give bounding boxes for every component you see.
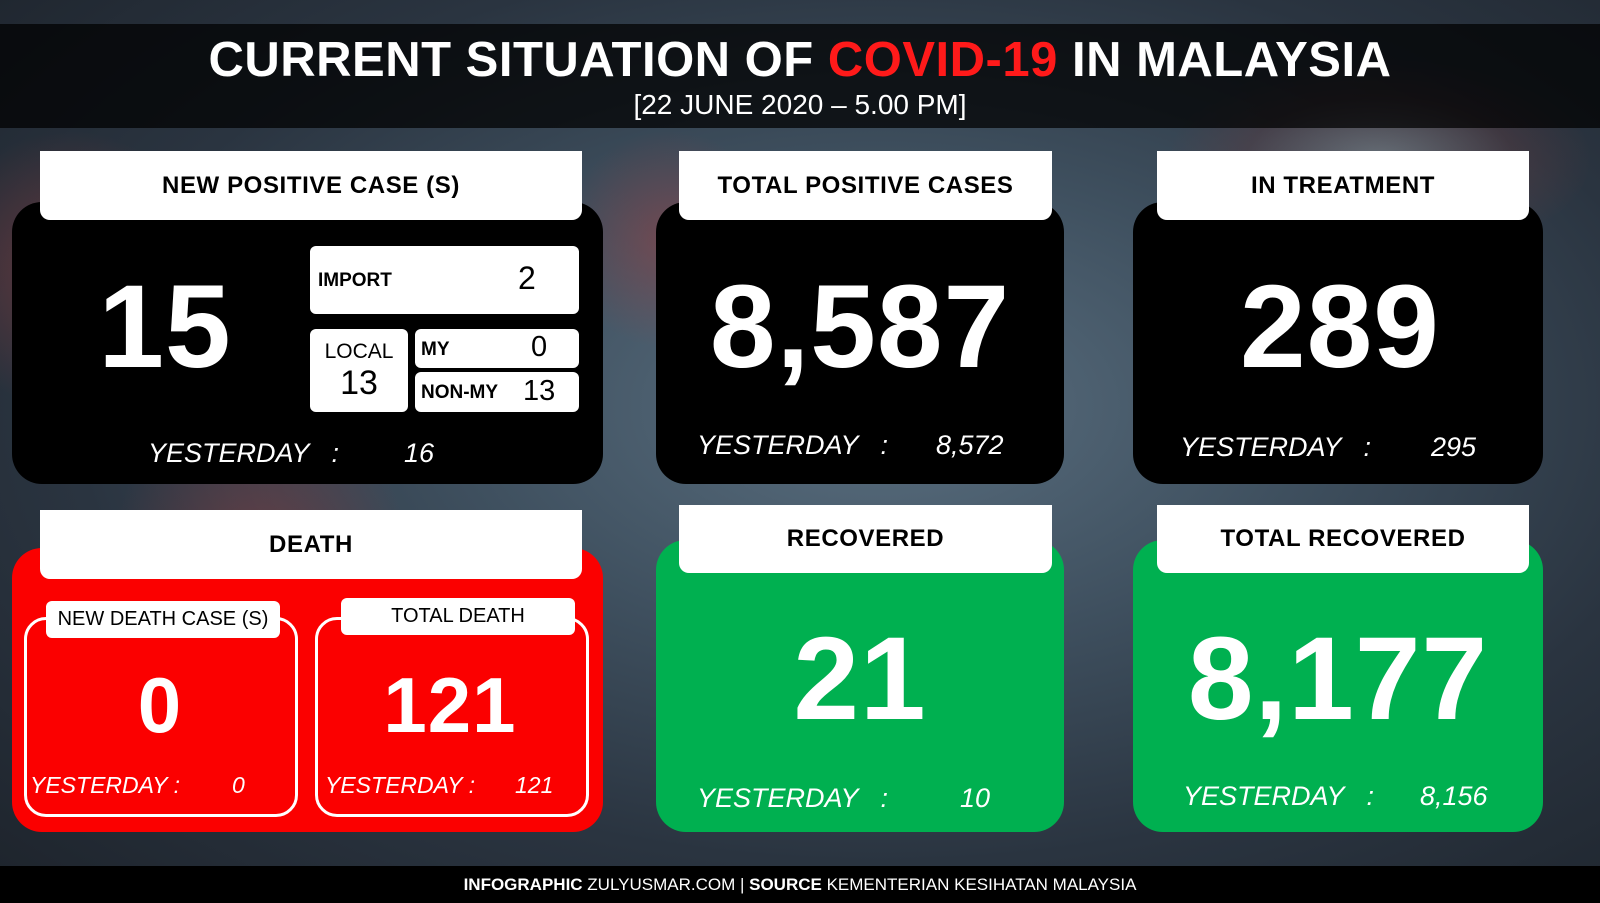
- footer-credits: INFOGRAPHIC ZULYUSMAR.COM | SOURCE KEMEN…: [0, 866, 1600, 903]
- recovered-value: 21: [793, 613, 927, 745]
- recovered-yesterday-value: 10: [960, 783, 991, 813]
- total-recovered-title: TOTAL RECOVERED: [1157, 505, 1529, 573]
- total-death-label: TOTAL DEATH: [391, 605, 525, 627]
- total-recovered-value: 8,177: [1187, 613, 1489, 745]
- total-death-yesterday-value: 121: [515, 772, 554, 798]
- death-title: DEATH: [40, 510, 582, 579]
- total-death-value: 121: [383, 661, 517, 749]
- my-box: MY 0: [415, 329, 579, 368]
- total-death-yesterday-label: YESTERDAY :: [325, 772, 475, 798]
- local-value: 13: [340, 363, 378, 402]
- footer-infographic-value: ZULYUSMAR.COM |: [582, 875, 750, 894]
- new-death-yesterday-value: 0: [232, 772, 245, 798]
- total-positive-panel: [656, 202, 1064, 484]
- new-death-label: NEW DEATH CASE (S): [57, 608, 269, 630]
- title-prefix: CURRENT SITUATION OF: [208, 33, 828, 87]
- local-box: LOCAL 13: [310, 329, 408, 412]
- footer-source-label: SOURCE: [749, 875, 822, 894]
- recovered-yesterday-label: YESTERDAY :: [697, 783, 889, 813]
- my-value: 0: [531, 331, 548, 363]
- in-treatment-title: IN TREATMENT: [1157, 151, 1529, 220]
- in-treatment-value: 289: [1240, 261, 1440, 393]
- total-recovered-yesterday-label: YESTERDAY :: [1183, 781, 1375, 811]
- import-label: IMPORT: [318, 270, 392, 291]
- non-my-value: 13: [523, 375, 556, 407]
- total-positive-yesterday-label: YESTERDAY :: [697, 430, 889, 460]
- in-treatment-yesterday-value: 295: [1431, 432, 1477, 462]
- in-treatment-yesterday-label: YESTERDAY :: [1180, 432, 1372, 462]
- total-positive-yesterday-value: 8,572: [936, 430, 1004, 460]
- title-suffix: IN MALAYSIA: [1057, 33, 1392, 87]
- new-death-yesterday-label: YESTERDAY :: [30, 772, 180, 798]
- in-treatment-panel: [1133, 202, 1543, 484]
- non-my-label: NON-MY: [421, 382, 499, 403]
- new-cases-title: NEW POSITIVE CASE (S): [40, 151, 582, 220]
- non-my-box: NON-MY 13: [415, 372, 579, 412]
- recovered-title: RECOVERED: [679, 505, 1052, 573]
- my-label: MY: [421, 339, 450, 360]
- page-title: CURRENT SITUATION OF COVID-19 IN MALAYSI…: [0, 24, 1600, 88]
- import-box: IMPORT 2: [310, 246, 579, 314]
- total-death-label-box: TOTAL DEATH: [341, 598, 575, 635]
- new-cases-yesterday-label: YESTERDAY :: [148, 438, 340, 468]
- report-date: [22 JUNE 2020 – 5.00 PM]: [633, 89, 967, 120]
- footer-source-value: KEMENTERIAN KESIHATAN MALAYSIA: [821, 875, 1137, 894]
- total-recovered-yesterday-value: 8,156: [1420, 781, 1488, 811]
- new-death-value: 0: [137, 661, 183, 749]
- header-banner: CURRENT SITUATION OF COVID-19 IN MALAYSI…: [0, 24, 1600, 128]
- footer-infographic-label: INFOGRAPHIC: [463, 875, 583, 894]
- import-value: 2: [518, 260, 536, 296]
- new-cases-yesterday-value: 16: [404, 438, 435, 468]
- new-cases-value: 15: [98, 261, 232, 393]
- death-panel: [12, 548, 603, 832]
- local-label: LOCAL: [324, 339, 394, 363]
- total-positive-value: 8,587: [709, 261, 1011, 393]
- title-highlight: COVID-19: [827, 33, 1058, 87]
- recovered-panel: [656, 540, 1064, 832]
- new-death-label-box: NEW DEATH CASE (S): [46, 601, 280, 638]
- total-recovered-panel: [1133, 540, 1543, 832]
- total-positive-title: TOTAL POSITIVE CASES: [679, 151, 1052, 220]
